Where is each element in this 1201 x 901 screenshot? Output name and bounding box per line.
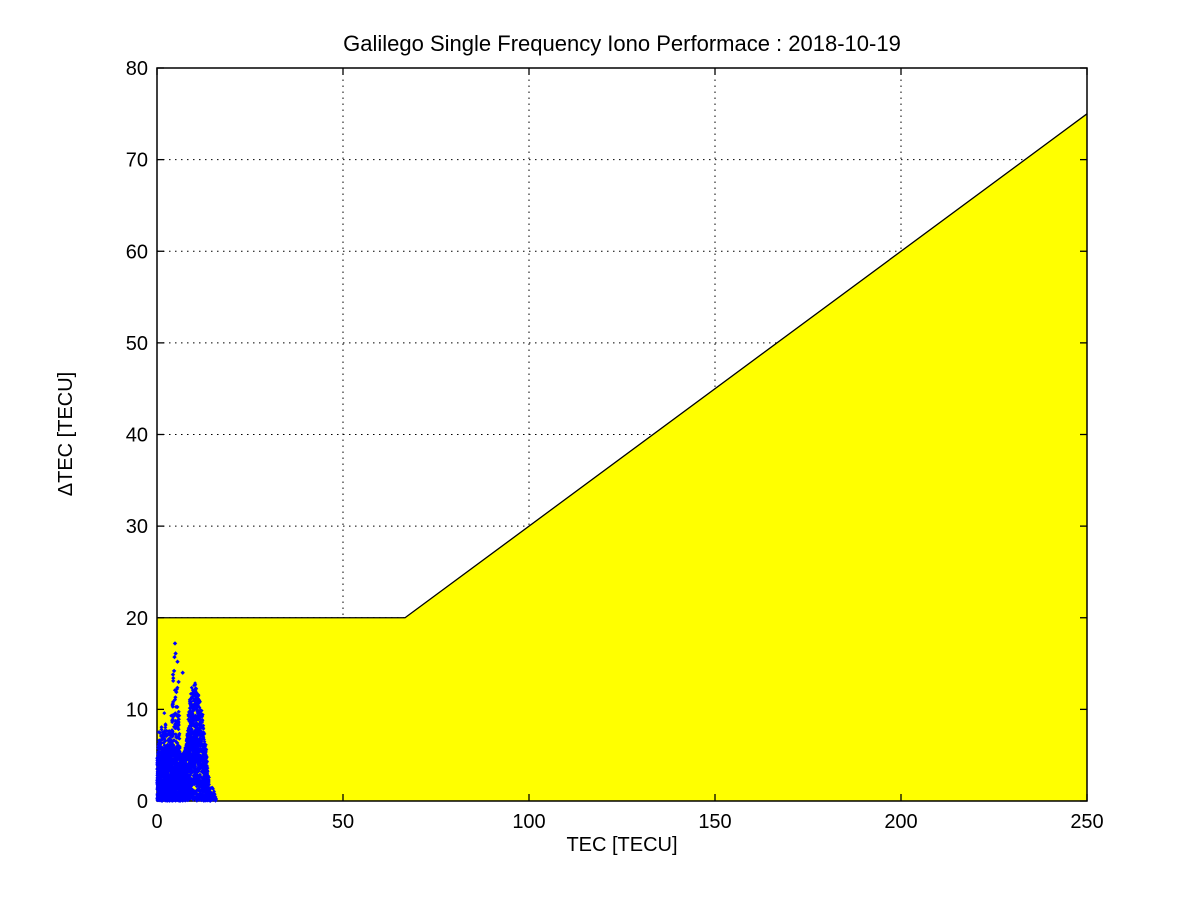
x-tick-label: 50 <box>332 811 354 833</box>
x-tick-label: 100 <box>512 811 545 833</box>
y-tick-label: 50 <box>126 333 148 355</box>
x-tick-label: 200 <box>884 811 917 833</box>
y-tick-labels: 0 10 20 30 40 50 60 70 80 <box>126 58 148 813</box>
tick-marks <box>156 67 1088 802</box>
y-tick-label: 40 <box>126 425 148 447</box>
spec-boundary-line <box>157 113 1088 619</box>
chart-title: Galilego Single Frequency Iono Performac… <box>343 31 901 56</box>
x-axis-label: TEC [TECU] <box>566 834 677 856</box>
y-axis-label: ΔTEC [TECU] <box>55 372 77 496</box>
y-tick-label: 10 <box>126 699 148 721</box>
scatter-point-cloud <box>155 641 218 803</box>
y-tick-label: 70 <box>126 150 148 172</box>
x-tick-label: 250 <box>1070 811 1103 833</box>
x-tick-labels: 0 50 100 150 200 250 <box>151 811 1103 833</box>
x-tick-label: 150 <box>698 811 731 833</box>
y-tick-label: 60 <box>126 241 148 263</box>
y-tick-label: 0 <box>137 791 148 813</box>
y-tick-label: 30 <box>126 516 148 538</box>
y-tick-label: 80 <box>126 58 148 80</box>
spec-region-yellow <box>157 113 1087 801</box>
scatter-points <box>155 641 218 803</box>
x-tick-label: 0 <box>151 811 162 833</box>
y-tick-label: 20 <box>126 608 148 630</box>
